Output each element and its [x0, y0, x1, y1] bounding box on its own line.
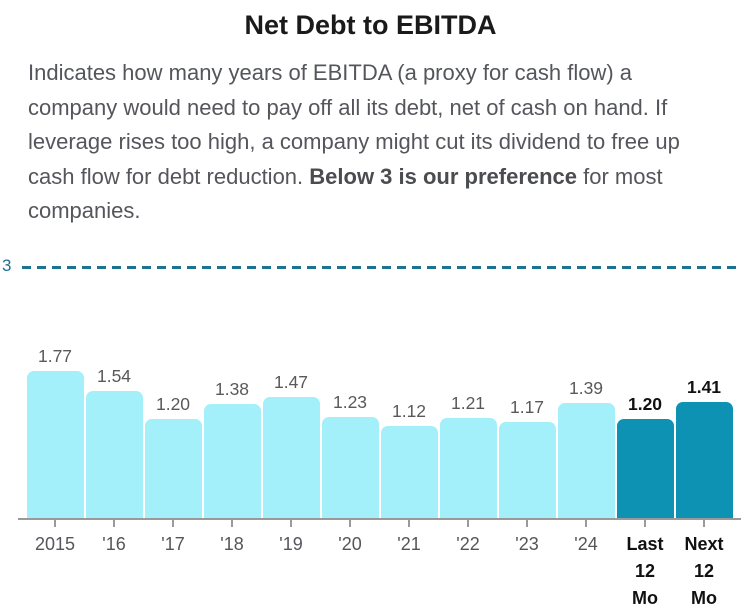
net-debt-to-ebitda-chart: 3 1.77 2015 1.54 '16 1.20 '17 1.38 '18 1.47 '19 1.… — [0, 250, 741, 610]
x-axis-tick — [585, 520, 587, 527]
x-axis-label--23: '23 — [515, 534, 539, 554]
bar--22[interactable] — [440, 418, 497, 520]
x-axis-tick — [290, 520, 292, 527]
bar-value-label--16: 1.54 — [96, 366, 132, 386]
bar--17[interactable] — [145, 419, 202, 520]
description-bold-text: Below 3 is our preference — [309, 163, 578, 189]
bar-value-label--22: 1.21 — [450, 393, 486, 413]
bar-2015[interactable] — [27, 371, 84, 520]
x-axis-tick — [54, 520, 56, 527]
bar-value-label--21: 1.12 — [391, 401, 427, 421]
x-axis-label--20: '20 — [338, 534, 362, 554]
x-axis-label--21: '21 — [397, 534, 421, 554]
x-axis-tick — [408, 520, 410, 527]
x-axis-tick — [231, 520, 233, 527]
x-axis-tick — [113, 520, 115, 527]
x-axis-label--24: '24 — [574, 534, 598, 554]
x-axis-label-next-12-mo: Next 12 Mo — [684, 534, 724, 608]
x-axis-tick — [526, 520, 528, 527]
x-axis-tick — [349, 520, 351, 527]
bar--18[interactable] — [204, 404, 261, 520]
description-text-after: for most companies. — [28, 163, 663, 224]
bar-value-label-last-12-mo: 1.20 — [627, 394, 663, 414]
bar-value-label--24: 1.39 — [568, 378, 604, 398]
x-axis-tick — [644, 520, 646, 527]
x-axis-label-2015: 2015 — [34, 534, 76, 554]
bar--19[interactable] — [263, 397, 320, 520]
bar--21[interactable] — [381, 426, 438, 520]
x-axis-line — [18, 518, 741, 520]
bar--20[interactable] — [322, 417, 379, 520]
bar-value-label--23: 1.17 — [509, 397, 545, 417]
x-axis-label--19: '19 — [279, 534, 303, 554]
bar-value-label--20: 1.23 — [332, 392, 368, 412]
x-axis-label--17: '17 — [161, 534, 185, 554]
description-text-before: Indicates how many years of EBITDA (a pr… — [28, 60, 680, 189]
reference-dashed-line — [22, 266, 737, 269]
x-axis-tick — [172, 520, 174, 527]
bar-value-label--19: 1.47 — [273, 372, 309, 392]
bar-last-12-mo[interactable] — [617, 419, 674, 520]
x-axis-tick — [703, 520, 705, 527]
bar--16[interactable] — [86, 391, 143, 520]
x-axis-tick — [467, 520, 469, 527]
bar--23[interactable] — [499, 422, 556, 520]
reference-line-label: 3 — [2, 256, 12, 275]
bar-value-label--18: 1.38 — [214, 379, 250, 399]
bar-next-12-mo[interactable] — [676, 402, 733, 520]
description-paragraph: Indicates how many years of EBITDA (a pr… — [28, 56, 711, 229]
bar-value-label-next-12-mo: 1.41 — [686, 377, 722, 397]
bar-value-label-2015: 1.77 — [37, 346, 73, 366]
x-axis-label--22: '22 — [456, 534, 480, 554]
bar-value-label--17: 1.20 — [155, 394, 191, 414]
bar--24[interactable] — [558, 403, 615, 520]
page-title: Net Debt to EBITDA — [244, 10, 497, 40]
x-axis-label--16: '16 — [102, 534, 126, 554]
x-axis-label-last-12-mo: Last 12 Mo — [626, 534, 664, 608]
x-axis-label--18: '18 — [220, 534, 244, 554]
